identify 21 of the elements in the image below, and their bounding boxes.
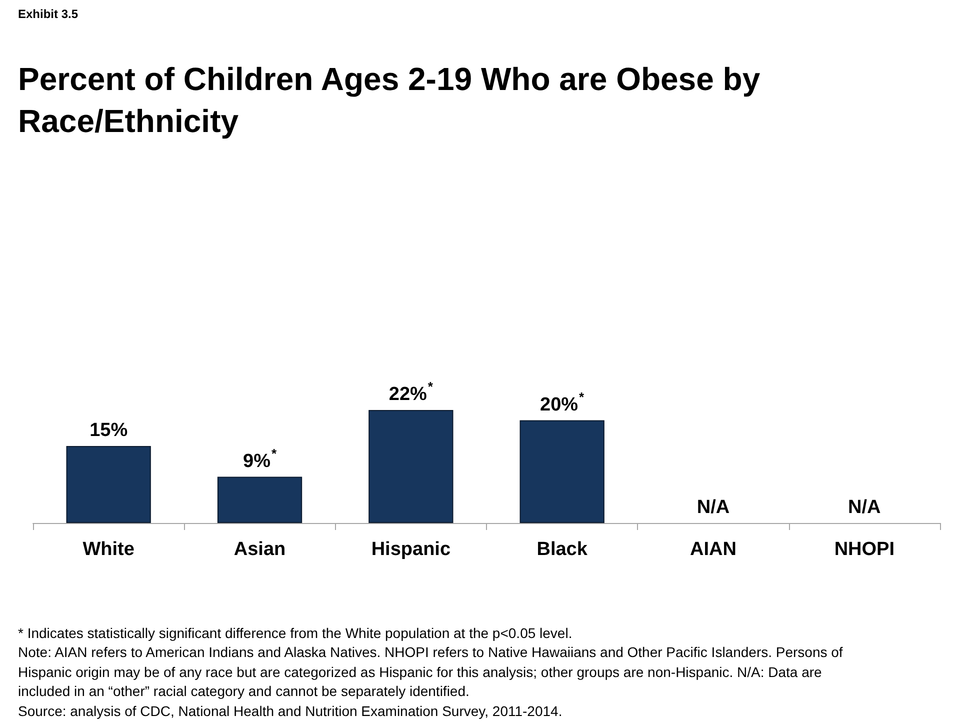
chart-title: Percent of Children Ages 2-19 Who are Obese by Race/Ethnicity — [18, 60, 762, 141]
text: N/A — [696, 497, 730, 518]
x-tick-label: NHOPI — [834, 539, 895, 560]
data-label: 15% — [90, 420, 128, 441]
x-tick-label: Black — [536, 539, 588, 560]
data-label: 9%* — [242, 446, 278, 472]
x-tick-label: Asian — [234, 539, 286, 560]
data-label: 20%* — [540, 389, 586, 416]
text: Note: AIAN refers to American Indians and Alaska Natives. NHOPI refers to Native Hawaiians and Other Pacific Islanders. Persons of Hispanic origin may be of any race but are categorized as Hispanic for this analysis; other groups are non-Hispanic. N/A: Data are included in an “other” racial category and cannot be separately identified. — [18, 643, 844, 702]
bar — [520, 420, 604, 523]
text: * Indicates statistically significant difference from the White population at the p<0.05 level. — [18, 624, 574, 643]
x-tick-label: Hispanic — [371, 539, 451, 560]
data-label: 22%* — [388, 379, 434, 405]
bar — [66, 446, 151, 523]
text: N/A — [848, 497, 881, 518]
source-note: Source: analysis of CDC, National Health and Nutrition Examination Survey, 2011-2014. — [18, 702, 564, 721]
bar — [368, 410, 454, 523]
x-tick-label: AIAN — [690, 539, 736, 560]
bar — [217, 476, 302, 523]
x-tick-label: White — [82, 539, 134, 560]
chart-subtitle: Exhibit 3.5 — [18, 6, 78, 22]
